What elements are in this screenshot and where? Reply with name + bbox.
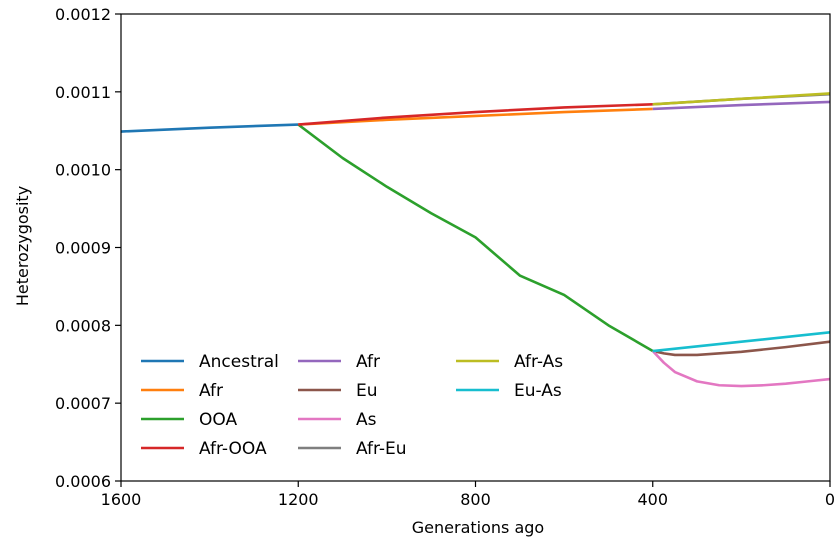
x-tick-label: 1200 [278, 490, 319, 509]
series-line-4 [652, 100, 831, 111]
series-line-6 [651, 350, 831, 388]
y-axis-label: Heterozygosity [13, 186, 32, 306]
series-layer [120, 92, 831, 388]
legend-label-6: As [356, 410, 377, 430]
y-tick-label: 0.0011 [55, 83, 111, 102]
y-tick-label: 0.0008 [55, 316, 111, 335]
axes-layer: 1600 1200 800 400 0 0.0006 0.0007 0.0008 0.0009 0… [55, 5, 835, 509]
x-axis-label: Generations ago [412, 518, 544, 537]
y-tick-label: 0.0012 [55, 5, 111, 24]
legend-label-7: Afr-Eu [356, 439, 407, 459]
x-tick-label: 0 [825, 490, 835, 509]
series-line-3 [298, 102, 653, 126]
y-tick-label: 0.0007 [55, 394, 111, 413]
y-tick-label: 0.0010 [55, 161, 111, 180]
legend-label-0: Ancestral [199, 352, 279, 372]
series-line-2 [297, 123, 654, 353]
x-tick-label: 1600 [101, 490, 142, 509]
series-line-5 [652, 340, 831, 357]
x-tick-label: 800 [460, 490, 491, 509]
series-line-8 [652, 92, 831, 106]
legend-label-5: Eu [356, 381, 378, 401]
legend-label-4: Afr [356, 352, 380, 372]
y-tick-label: 0.0006 [55, 472, 111, 491]
series-line-1 [298, 107, 653, 126]
legend-label-9: Eu-As [514, 381, 562, 401]
legend-label-8: Afr-As [514, 352, 563, 372]
legend-label-1: Afr [199, 381, 223, 401]
legend-label-3: Afr-OOA [199, 439, 267, 459]
legend-label-2: OOA [199, 410, 237, 430]
x-tick-label: 400 [637, 490, 668, 509]
legend: Ancestral Afr OOA Afr-OOA Afr Eu As Afr-Eu Afr-A… [141, 352, 563, 459]
series-line-9 [652, 331, 831, 353]
y-tick-label: 0.0009 [55, 239, 111, 258]
series-line-0 [120, 123, 299, 133]
